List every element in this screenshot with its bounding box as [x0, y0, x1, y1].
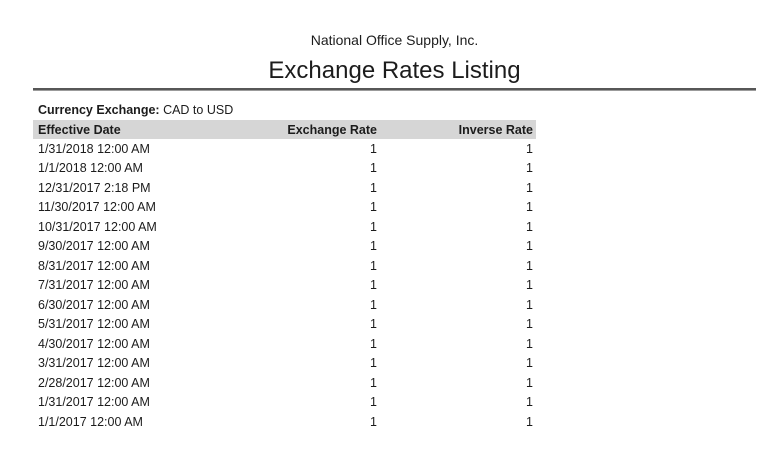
- table-row: 7/31/2017 12:00 AM 1 1: [33, 276, 536, 296]
- effective-date-cell: 11/30/2017 12:00 AM: [38, 200, 156, 215]
- inverse-rate-cell: 1: [526, 414, 533, 429]
- table-row: 5/31/2017 12:00 AM 1 1: [33, 315, 536, 335]
- inverse-rate-cell: 1: [526, 356, 533, 371]
- column-header-exchange-rate: Exchange Rate: [287, 122, 377, 137]
- exchange-rate-cell: 1: [370, 161, 377, 176]
- page-title: Exchange Rates Listing: [268, 57, 521, 84]
- exchange-rate-cell: 1: [370, 375, 377, 390]
- company-name: National Office Supply, Inc.: [310, 32, 479, 48]
- report-page: National Office Supply, Inc. Exchange Ra…: [33, 0, 756, 432]
- effective-date-cell: 1/31/2017 12:00 AM: [38, 395, 150, 410]
- table-row: 9/30/2017 12:00 AM 1 1: [33, 237, 536, 257]
- inverse-rate-cell: 1: [526, 297, 533, 312]
- table-row: 10/31/2017 12:00 AM 1 1: [33, 217, 536, 237]
- column-header-effective-date: Effective Date: [38, 122, 121, 137]
- effective-date-cell: 5/31/2017 12:00 AM: [38, 317, 150, 332]
- table-row: 1/1/2018 12:00 AM 1 1: [33, 159, 536, 179]
- effective-date-cell: 6/30/2017 12:00 AM: [38, 297, 150, 312]
- effective-date-cell: 4/30/2017 12:00 AM: [38, 336, 150, 351]
- inverse-rate-cell: 1: [526, 180, 533, 195]
- exchange-rate-cell: 1: [370, 356, 377, 371]
- currency-exchange-label: Currency Exchange:: [38, 103, 160, 117]
- column-header-inverse-rate: Inverse Rate: [458, 122, 533, 137]
- effective-date-cell: 8/31/2017 12:00 AM: [38, 258, 150, 273]
- effective-date-cell: 1/1/2018 12:00 AM: [38, 161, 143, 176]
- inverse-rate-cell: 1: [526, 258, 533, 273]
- inverse-rate-cell: 1: [526, 336, 533, 351]
- effective-date-cell: 3/31/2017 12:00 AM: [38, 356, 150, 371]
- effective-date-cell: 1/1/2017 12:00 AM: [38, 414, 143, 429]
- table-row: 6/30/2017 12:00 AM 1 1: [33, 295, 536, 315]
- table-row: 1/31/2017 12:00 AM 1 1: [33, 393, 536, 413]
- exchange-rate-cell: 1: [370, 219, 377, 234]
- table-row: 8/31/2017 12:00 AM 1 1: [33, 256, 536, 276]
- exchange-rate-cell: 1: [370, 317, 377, 332]
- table-header-row: Effective Date Exchange Rate Inverse Rat…: [33, 120, 536, 139]
- inverse-rate-cell: 1: [526, 141, 533, 156]
- inverse-rate-cell: 1: [526, 200, 533, 215]
- inverse-rate-cell: 1: [526, 161, 533, 176]
- exchange-rate-cell: 1: [370, 258, 377, 273]
- exchange-rate-cell: 1: [370, 239, 377, 254]
- table-row: 3/31/2017 12:00 AM 1 1: [33, 354, 536, 374]
- exchange-rate-cell: 1: [370, 180, 377, 195]
- effective-date-cell: 7/31/2017 12:00 AM: [38, 278, 150, 293]
- exchange-rates-table: Effective Date Exchange Rate Inverse Rat…: [33, 120, 536, 432]
- table-row: 1/1/2017 12:00 AM 1 1: [33, 412, 536, 432]
- exchange-rate-cell: 1: [370, 200, 377, 215]
- effective-date-cell: 9/30/2017 12:00 AM: [38, 239, 150, 254]
- table-row: 11/30/2017 12:00 AM 1 1: [33, 198, 536, 218]
- header-divider-rule: [33, 88, 756, 91]
- inverse-rate-cell: 1: [526, 317, 533, 332]
- exchange-rate-cell: 1: [370, 278, 377, 293]
- inverse-rate-cell: 1: [526, 239, 533, 254]
- exchange-rate-cell: 1: [370, 395, 377, 410]
- exchange-rate-cell: 1: [370, 414, 377, 429]
- table-body: 1/31/2018 12:00 AM 1 1 1/1/2018 12:00 AM 1 1 1…: [33, 139, 536, 432]
- table-row: 1/31/2018 12:00 AM 1 1: [33, 139, 536, 159]
- exchange-rate-cell: 1: [370, 297, 377, 312]
- table-row: 12/31/2017 2:18 PM 1 1: [33, 178, 536, 198]
- table-row: 4/30/2017 12:00 AM 1 1: [33, 334, 536, 354]
- effective-date-cell: 1/31/2018 12:00 AM: [38, 141, 150, 156]
- exchange-rate-cell: 1: [370, 141, 377, 156]
- effective-date-cell: 12/31/2017 2:18 PM: [38, 180, 151, 195]
- effective-date-cell: 10/31/2017 12:00 AM: [38, 219, 157, 234]
- effective-date-cell: 2/28/2017 12:00 AM: [38, 375, 150, 390]
- inverse-rate-cell: 1: [526, 375, 533, 390]
- inverse-rate-cell: 1: [526, 278, 533, 293]
- inverse-rate-cell: 1: [526, 219, 533, 234]
- table-row: 2/28/2017 12:00 AM 1 1: [33, 373, 536, 393]
- exchange-rate-cell: 1: [370, 336, 377, 351]
- currency-exchange-value: CAD to USD: [163, 103, 234, 117]
- currency-exchange-line: Currency Exchange: CAD to USD: [33, 104, 756, 117]
- inverse-rate-cell: 1: [526, 395, 533, 410]
